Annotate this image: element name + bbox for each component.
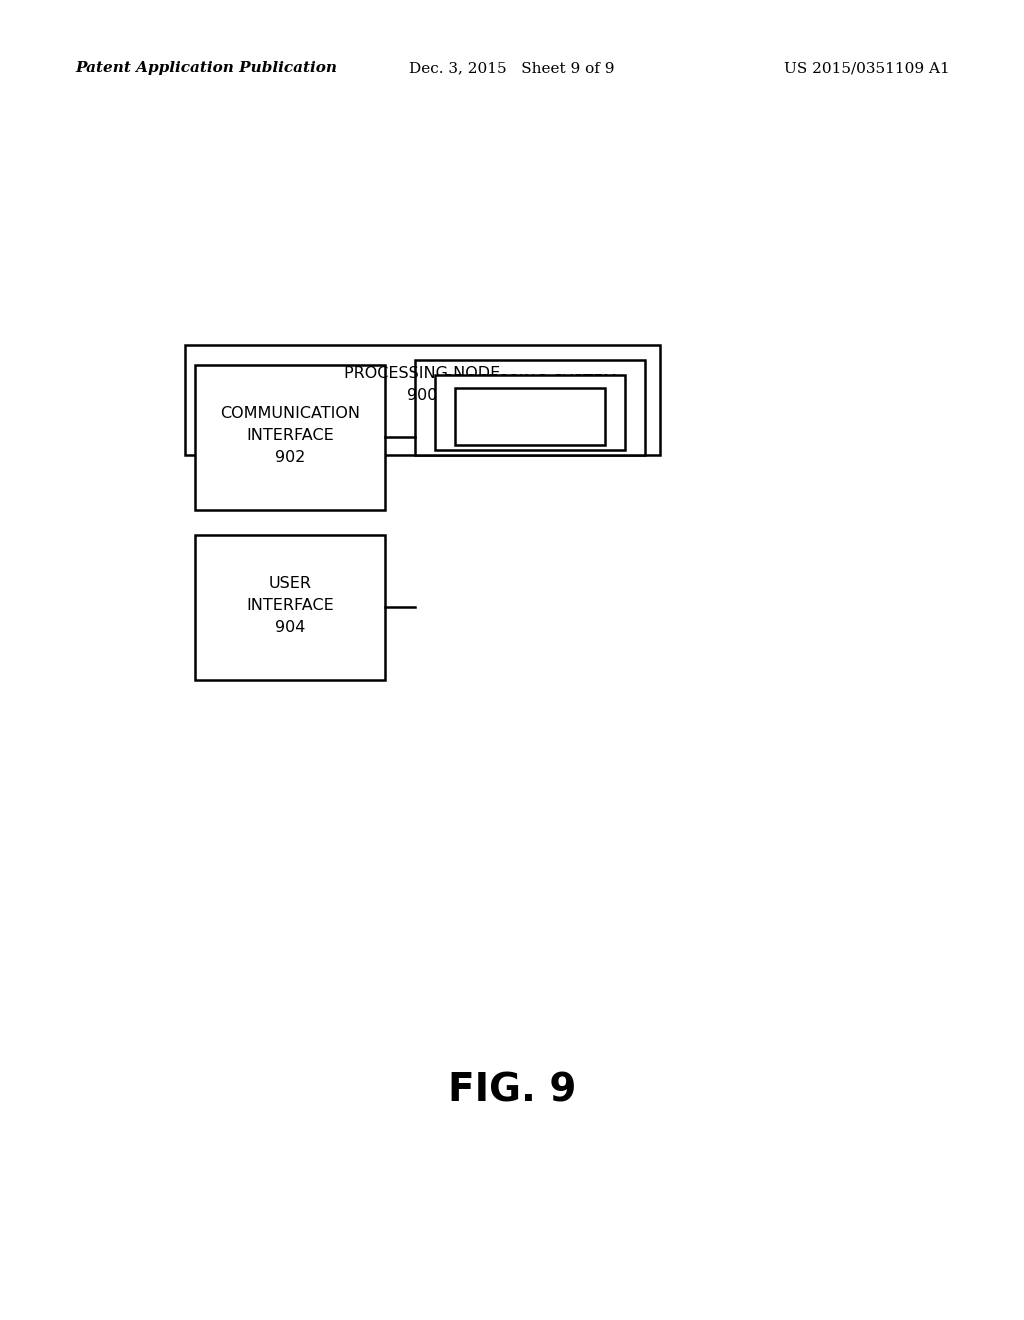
Bar — [185, 345, 660, 455]
Bar — [195, 366, 385, 510]
Text: FIG. 9: FIG. 9 — [447, 1071, 577, 1109]
Text: PROCESSING SYSTEM: PROCESSING SYSTEM — [443, 375, 616, 389]
Text: Patent Application Publication: Patent Application Publication — [75, 61, 337, 75]
Text: STORAGE: STORAGE — [492, 392, 568, 408]
Text: SOFTWARE: SOFTWARE — [485, 399, 574, 414]
Text: USER: USER — [268, 576, 311, 591]
Text: 904: 904 — [274, 620, 305, 635]
Text: US 2015/0351109 A1: US 2015/0351109 A1 — [784, 61, 950, 75]
Text: 908: 908 — [515, 414, 545, 429]
Text: 900: 900 — [408, 388, 437, 403]
Text: COMMUNICATION: COMMUNICATION — [220, 407, 360, 421]
Bar — [435, 375, 625, 450]
Text: 902: 902 — [274, 450, 305, 465]
Text: INTERFACE: INTERFACE — [246, 598, 334, 612]
Bar — [415, 360, 645, 455]
Bar — [455, 388, 605, 445]
Text: Dec. 3, 2015   Sheet 9 of 9: Dec. 3, 2015 Sheet 9 of 9 — [410, 61, 614, 75]
Text: PROCESSING NODE: PROCESSING NODE — [344, 366, 501, 380]
Text: 906: 906 — [515, 396, 545, 412]
Text: 910: 910 — [515, 422, 545, 438]
Bar — [195, 535, 385, 680]
Text: INTERFACE: INTERFACE — [246, 428, 334, 444]
